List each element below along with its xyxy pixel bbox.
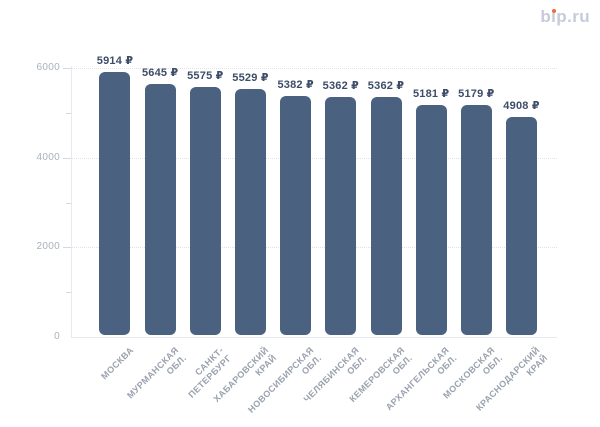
bar-8[interactable] (415, 104, 447, 335)
y-gridline (72, 68, 557, 69)
x-axis-category-label: МУРМАНСКАЯ ОБЛ. (124, 345, 188, 401)
y-axis-major-tick (63, 68, 71, 69)
y-axis-tick-label: 0 (54, 331, 60, 342)
bar-10[interactable] (506, 116, 537, 335)
y-axis-line (71, 66, 72, 337)
bar-value-label: 5645 ₽ (141, 66, 179, 79)
bar-6[interactable] (325, 96, 357, 335)
bar-value-label: 5382 ₽ (277, 78, 314, 91)
y-axis-tick-label: 2000 (36, 241, 60, 253)
logo-text-b: b (540, 7, 552, 26)
y-axis-minor-tick (66, 112, 71, 114)
y-axis-minor-tick (66, 202, 71, 204)
y-axis-tick-label: 6000 (36, 62, 60, 73)
bar-9[interactable] (460, 104, 492, 335)
y-gridline (72, 247, 557, 249)
bar-5[interactable] (280, 95, 312, 335)
bar-value-label: 5575 ₽ (187, 70, 224, 83)
site-logo[interactable]: b ıp.ru (540, 7, 590, 27)
x-axis-category-label: МОСКВА (98, 345, 136, 382)
bar-4[interactable] (234, 89, 266, 335)
bar-value-label: 5362 ₽ (322, 79, 360, 92)
y-axis-major-tick (63, 247, 71, 249)
logo-text-i: ı (551, 7, 557, 26)
x-axis-line (71, 337, 557, 338)
bar-value-label: 5179 ₽ (458, 87, 495, 100)
bar-7[interactable] (370, 96, 402, 335)
bar-value-label: 5362 ₽ (367, 79, 405, 92)
y-axis-major-tick (63, 157, 71, 159)
bar-value-label: 4908 ₽ (503, 99, 540, 112)
logo-text-rest: p.ru (556, 7, 590, 26)
logo-letter-i: ı (551, 7, 556, 27)
logo-i-dot-icon (551, 8, 556, 13)
bar-value-label: 5181 ₽ (412, 87, 450, 100)
bar-value-label: 5914 ₽ (96, 54, 134, 67)
bar-1[interactable] (99, 71, 131, 335)
y-axis-tick-label: 4000 (36, 151, 60, 163)
bar-3[interactable] (189, 87, 221, 335)
y-gridline (72, 157, 557, 159)
y-axis-minor-tick (66, 292, 71, 294)
bar-value-label: 5529 ₽ (232, 72, 269, 85)
bar-2[interactable] (144, 83, 176, 335)
